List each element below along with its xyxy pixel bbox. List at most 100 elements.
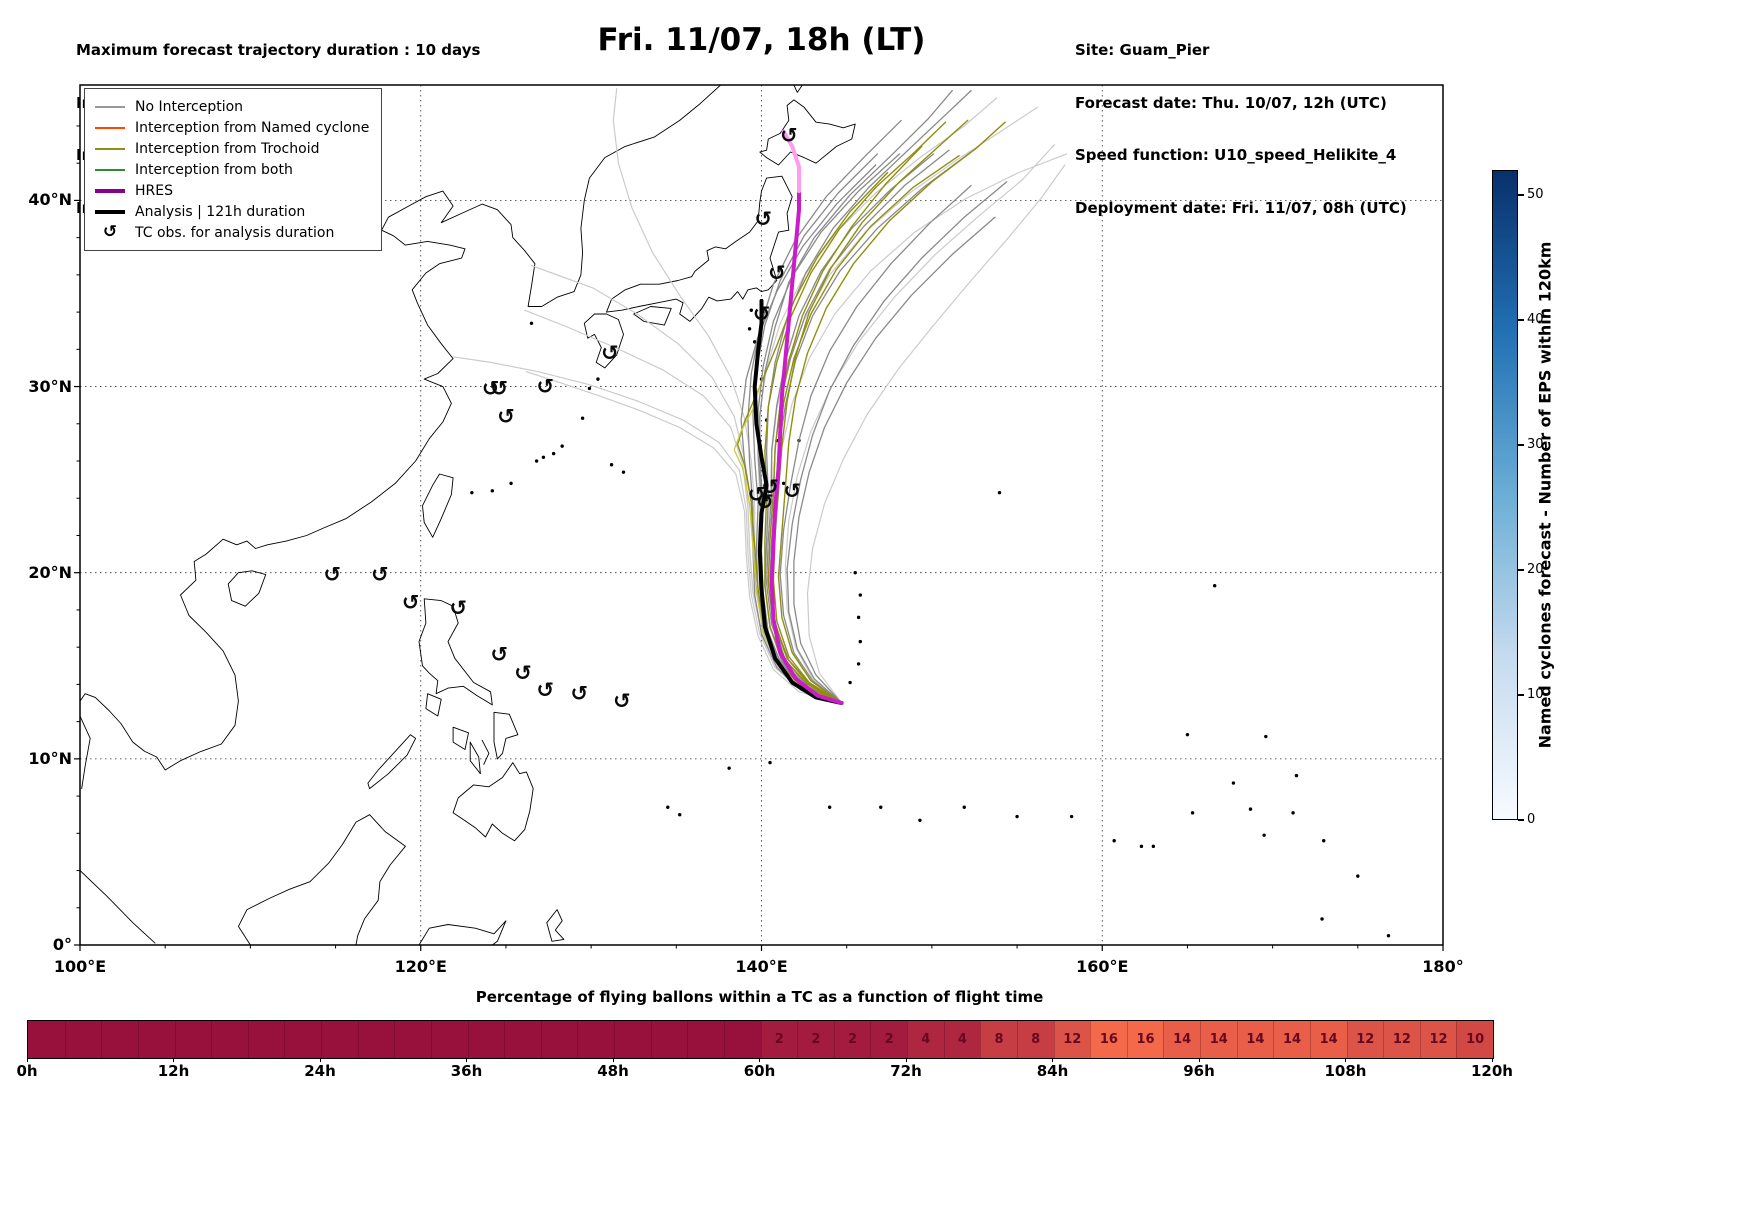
strip-cell: 8: [1016, 1021, 1054, 1058]
strip-tick: [173, 1058, 174, 1062]
coastline-path: [633, 306, 672, 326]
coastline-path: [80, 85, 722, 771]
coastline-path: [759, 99, 856, 166]
strip-tick: [319, 1058, 321, 1062]
legend-item: Interception from Trochoid: [95, 138, 369, 159]
tc-strip: 2 2 2 2 4 4 8 8 12 16 16 14 14 14 14 14 12 12 12 10: [27, 1020, 1494, 1059]
trajectory-line: [747, 119, 902, 704]
strip-tick: [612, 1058, 614, 1062]
strip-tick: [26, 1058, 28, 1062]
coastline-path: [418, 598, 493, 706]
coastline-path: [237, 814, 406, 945]
map-inner: ↺ ↺↺ ↺↺↺↺ ↺ ↺↺↺↺↺↺↺↺↺ ↺↺↺↺↺: [80, 85, 1443, 945]
trajectory-line: [767, 145, 923, 704]
header-right: Site: Guam_Pier Forecast date: Thu. 10/0…: [1075, 7, 1407, 252]
strip-cell-value: 16: [1136, 1032, 1155, 1047]
legend-item: ↺ TC obs. for analysis duration: [95, 222, 369, 243]
strip-cell: [467, 1021, 505, 1058]
strip-cell-value: 14: [1173, 1032, 1192, 1047]
legend-line-sample: [95, 126, 125, 129]
strip-cell: [174, 1021, 212, 1058]
island-dot: [1294, 773, 1299, 778]
island-dot: [587, 386, 592, 391]
colorbar-tick: [1518, 319, 1524, 321]
coastline-path: [80, 715, 91, 790]
strip-cell: 12: [1419, 1021, 1457, 1058]
tc-obs-icon: ↺: [514, 661, 532, 685]
strip-cell-value: 14: [1283, 1032, 1302, 1047]
strip-cell: 10: [1456, 1021, 1493, 1058]
strip-tick: [1491, 1058, 1493, 1062]
strip-tick: [759, 1058, 760, 1062]
coastline-path: [425, 693, 442, 717]
coastline-path: [546, 909, 565, 942]
strip-cell: [357, 1021, 395, 1058]
strip-cell: 2: [797, 1021, 834, 1058]
island-dot: [1212, 584, 1217, 588]
strip-cell: [577, 1021, 614, 1058]
colorbar-tick: [1518, 194, 1524, 196]
island-dot: [1151, 844, 1156, 849]
legend-label: TC obs. for analysis duration: [135, 224, 335, 241]
strip-cell-value: 12: [1063, 1032, 1082, 1047]
trajectory-line: [612, 88, 843, 704]
legend-item: No Interception: [95, 96, 369, 117]
island-dot: [534, 459, 539, 463]
island-dot: [1356, 874, 1360, 878]
island-dot: [962, 805, 966, 809]
tc-obs-icon: ↺: [756, 490, 774, 514]
legend-label: No Interception: [135, 98, 244, 115]
strip-cell: 2: [833, 1021, 871, 1058]
island-dot: [827, 805, 832, 809]
strip-cell-value: 8: [1031, 1032, 1041, 1047]
strip-cell: 14: [1200, 1021, 1237, 1058]
strip-cell: [650, 1021, 688, 1058]
strip-cell: [687, 1021, 724, 1058]
island-dot: [1264, 734, 1268, 739]
strip-tick: [1345, 1058, 1346, 1062]
island-dot: [752, 340, 757, 344]
island-dot: [856, 615, 861, 620]
strip-cell: [28, 1021, 65, 1058]
legend-line-sample: [95, 147, 125, 150]
tc-obs-icon: ↺: [536, 375, 554, 399]
island-dot: [666, 805, 670, 809]
strip-cell: 16: [1126, 1021, 1164, 1058]
legend-item: HRES: [95, 180, 369, 201]
strip-tick-label: 120h: [1471, 1062, 1513, 1080]
strip-cell: 4: [943, 1021, 981, 1058]
coastline-path: [452, 726, 469, 750]
strip-cell: [247, 1021, 285, 1058]
strip-cell-value: 14: [1246, 1032, 1265, 1047]
colorbar-tick-label: 0: [1527, 812, 1536, 827]
strip-tick-label: 24h: [304, 1062, 336, 1080]
header-line: Maximum forecast trajectory duration : 1…: [76, 41, 481, 59]
lat-tick-label: 30°N: [28, 376, 72, 396]
island-dot: [727, 766, 731, 770]
strip-cell-value: 8: [994, 1032, 1004, 1047]
tc-obs-icon: ↺: [536, 678, 554, 702]
strip-cell: 14: [1236, 1021, 1274, 1058]
coastline-path: [583, 313, 624, 369]
strip-cell: 4: [907, 1021, 944, 1058]
island-dot: [621, 470, 626, 474]
strip-cell-value: 2: [774, 1032, 784, 1047]
strip-cell-value: 4: [921, 1032, 931, 1047]
legend-label: Analysis | 121h duration: [135, 203, 306, 220]
strip-tick: [1198, 1058, 1200, 1062]
lon-tick-label: 140°E: [735, 957, 788, 976]
trajectory-line: [764, 106, 1039, 704]
island-dot: [848, 680, 852, 685]
coastline-path: [481, 739, 490, 765]
strip-cell-value: 12: [1429, 1032, 1448, 1047]
legend-tc-obs-icon: ↺: [102, 222, 118, 242]
island-dot: [1322, 839, 1326, 843]
coastline-path: [80, 870, 156, 944]
island-dot: [1139, 844, 1144, 849]
legend-label: Interception from Trochoid: [135, 140, 320, 157]
strip-cell: 12: [1383, 1021, 1420, 1058]
coastline-path: [422, 473, 454, 538]
strip-cell: [430, 1021, 468, 1058]
lat-tick-label: 10°N: [28, 748, 72, 768]
strip-cell: 14: [1163, 1021, 1200, 1058]
